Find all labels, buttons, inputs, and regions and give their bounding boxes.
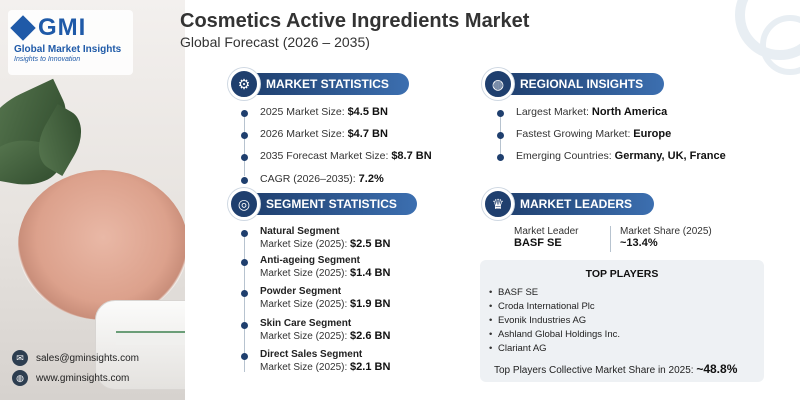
logo-diamond-icon [10,15,36,41]
list-item: Ashland Global Holdings Inc. [489,329,620,340]
collective-share-label: Top Players Collective Market Share in 2… [494,365,694,376]
collective-share: Top Players Collective Market Share in 2… [494,362,737,376]
website-text[interactable]: www.gminsights.com [36,372,130,384]
market-statistics-header: ⚙ MARKET STATISTICS [228,68,409,100]
segment-statistics-header: ◎ SEGMENT STATISTICS [228,188,417,220]
cream-tub [95,300,185,390]
page-title: Cosmetics Active Ingredients Market [180,10,530,32]
list-item: 2025 Market Size: $4.5 BN [241,106,464,119]
trophy-chart-icon: ♛ [482,188,514,220]
brand-tagline: Insights to Innovation [14,56,81,63]
globe-icon: ◍ [482,68,514,100]
email-contact[interactable]: ✉ sales@gminsights.com [12,350,139,366]
market-leader-label: Market Leader [514,226,579,237]
top-players-heading: TOP PLAYERS [585,268,659,280]
list-item: Direct Sales Segment Market Size (2025): … [241,349,464,374]
list-item: Croda International Plc [489,301,595,312]
collective-share-value: ~48.8% [696,362,738,376]
decorative-ring [760,15,800,75]
list-item: BASF SE [489,287,538,298]
list-item: Clariant AG [489,343,547,354]
list-item: Fastest Growing Market: Europe [497,128,770,141]
list-item: 2035 Forecast Market Size: $8.7 BN [241,150,464,163]
market-share-label: Market Share (2025) [620,226,712,237]
regional-insights-header: ◍ REGIONAL INSIGHTS [482,68,664,100]
email-text[interactable]: sales@gminsights.com [36,352,139,364]
list-item: CAGR (2026–2035): 7.2% [241,173,464,186]
top-players-panel: TOP PLAYERS BASF SE Croda International … [480,260,764,382]
market-share-value: ~13.4% [620,237,658,249]
globe-icon: ◍ [12,370,28,386]
segment-statistics-heading: SEGMENT STATISTICS [250,193,417,215]
market-statistics-list: 2025 Market Size: $4.5 BN 2026 Market Si… [241,106,464,186]
chart-gear-icon: ⚙ [228,68,260,100]
page-subtitle: Global Forecast (2026 – 2035) [180,34,370,50]
cream-jar [18,170,185,320]
list-item: Emerging Countries: Germany, UK, France [497,150,770,163]
regional-insights-heading: REGIONAL INSIGHTS [504,73,664,95]
website-contact[interactable]: ◍ www.gminsights.com [12,370,129,386]
market-share-block: Market Share (2025) ~13.4% [620,226,712,249]
market-leaders-header: ♛ MARKET LEADERS [482,188,654,220]
segment-statistics-list: Natural Segment Market Size (2025): $2.5 … [241,226,464,374]
list-item: Powder Segment Market Size (2025): $1.9 B… [241,286,464,311]
list-item: Anti-ageing Segment Market Size (2025): $… [241,255,464,280]
target-icon: ◎ [228,188,260,220]
gmi-logo: GMI Global Market Insights Insights to I… [8,10,133,75]
list-item: Skin Care Segment Market Size (2025): $2.… [241,318,464,343]
list-item: Natural Segment Market Size (2025): $2.5 … [241,226,464,251]
brand-name: Global Market Insights [14,44,122,55]
market-leader-block: Market Leader BASF SE [514,226,578,249]
list-item: Largest Market: North America [497,106,770,119]
regional-insights-list: Largest Market: North America Fastest Gr… [497,106,770,164]
divider [610,226,611,252]
list-item: 2026 Market Size: $4.7 BN [241,128,464,141]
market-leader-value: BASF SE [514,237,562,249]
email-icon: ✉ [12,350,28,366]
list-item: Evonik Industries AG [489,315,586,326]
market-statistics-heading: MARKET STATISTICS [250,73,409,95]
logo-text: GMI [38,14,87,41]
market-leaders-heading: MARKET LEADERS [504,193,654,215]
